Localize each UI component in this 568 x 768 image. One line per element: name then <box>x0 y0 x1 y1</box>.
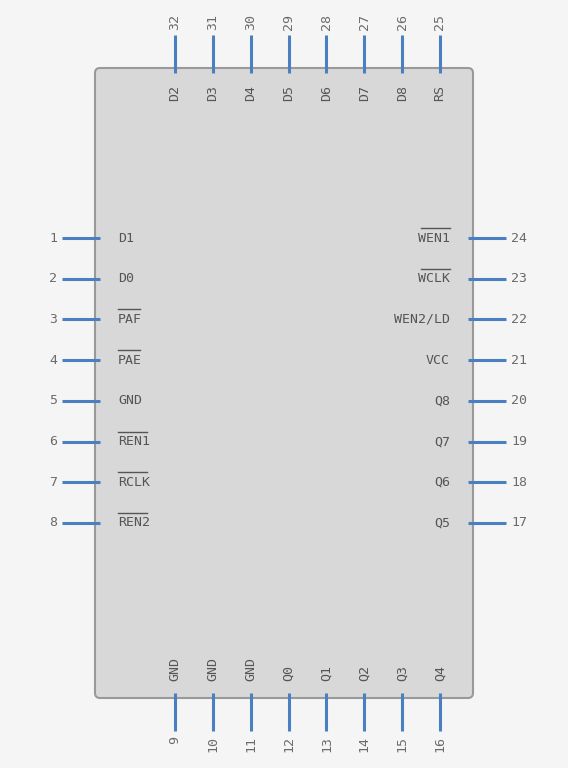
Text: 20: 20 <box>511 394 527 407</box>
Text: D8: D8 <box>396 85 408 101</box>
Text: Q4: Q4 <box>433 665 446 681</box>
FancyBboxPatch shape <box>95 68 473 698</box>
Text: 22: 22 <box>511 313 527 326</box>
Text: 14: 14 <box>358 736 371 752</box>
Text: Q5: Q5 <box>434 517 450 529</box>
Text: 26: 26 <box>396 14 408 30</box>
Text: 19: 19 <box>511 435 527 448</box>
Text: Q6: Q6 <box>434 476 450 488</box>
Text: 28: 28 <box>320 14 333 30</box>
Text: D0: D0 <box>118 272 134 285</box>
Text: 23: 23 <box>511 272 527 285</box>
Text: 24: 24 <box>511 231 527 244</box>
Text: RCLK: RCLK <box>118 476 150 488</box>
Text: WEN2/LD: WEN2/LD <box>394 313 450 326</box>
Text: 21: 21 <box>511 353 527 366</box>
Text: 9: 9 <box>169 736 182 744</box>
Text: 32: 32 <box>169 14 182 30</box>
Text: Q0: Q0 <box>282 665 295 681</box>
Text: D2: D2 <box>169 85 182 101</box>
Text: 5: 5 <box>49 394 57 407</box>
Text: D5: D5 <box>282 85 295 101</box>
Text: WEN1: WEN1 <box>418 231 450 244</box>
Text: 29: 29 <box>282 14 295 30</box>
Text: 17: 17 <box>511 517 527 529</box>
Text: D4: D4 <box>244 85 257 101</box>
Text: 1: 1 <box>49 231 57 244</box>
Text: D7: D7 <box>358 85 371 101</box>
Text: 6: 6 <box>49 435 57 448</box>
Text: 3: 3 <box>49 313 57 326</box>
Text: GND: GND <box>244 657 257 681</box>
Text: GND: GND <box>169 657 182 681</box>
Text: 30: 30 <box>244 14 257 30</box>
Text: 31: 31 <box>206 14 219 30</box>
Text: PAE: PAE <box>118 353 142 366</box>
Text: 4: 4 <box>49 353 57 366</box>
Text: 25: 25 <box>433 14 446 30</box>
Text: REN2: REN2 <box>118 517 150 529</box>
Text: Q2: Q2 <box>358 665 371 681</box>
Text: REN1: REN1 <box>118 435 150 448</box>
Text: GND: GND <box>118 394 142 407</box>
Text: 11: 11 <box>244 736 257 752</box>
Text: 18: 18 <box>511 476 527 488</box>
Text: 13: 13 <box>320 736 333 752</box>
Text: 8: 8 <box>49 517 57 529</box>
Text: Q3: Q3 <box>396 665 408 681</box>
Text: GND: GND <box>206 657 219 681</box>
Text: 12: 12 <box>282 736 295 752</box>
Text: D3: D3 <box>206 85 219 101</box>
Text: WCLK: WCLK <box>418 272 450 285</box>
Text: Q7: Q7 <box>434 435 450 448</box>
Text: 15: 15 <box>396 736 408 752</box>
Text: VCC: VCC <box>426 353 450 366</box>
Text: RS: RS <box>433 85 446 101</box>
Text: Q8: Q8 <box>434 394 450 407</box>
Text: D1: D1 <box>118 231 134 244</box>
Text: D6: D6 <box>320 85 333 101</box>
Text: 27: 27 <box>358 14 371 30</box>
Text: 16: 16 <box>433 736 446 752</box>
Text: Q1: Q1 <box>320 665 333 681</box>
Text: 7: 7 <box>49 476 57 488</box>
Text: 10: 10 <box>206 736 219 752</box>
Text: PAF: PAF <box>118 313 142 326</box>
Text: 2: 2 <box>49 272 57 285</box>
